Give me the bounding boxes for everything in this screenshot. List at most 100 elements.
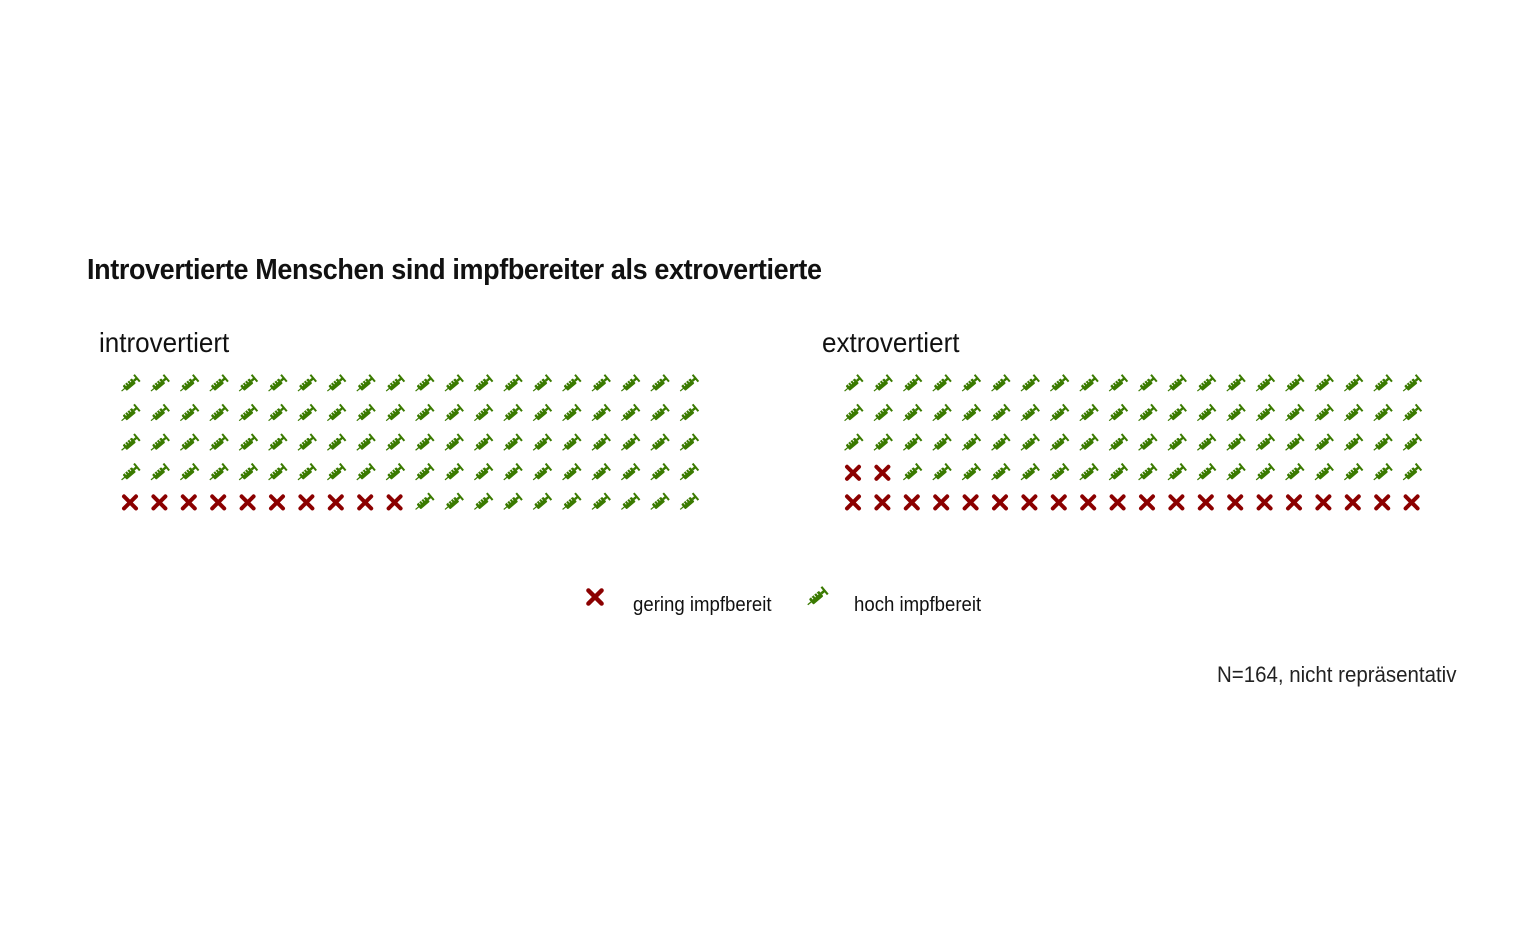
waffle-cell-hoch <box>1226 433 1246 451</box>
waffle-cell-hoch <box>1020 403 1040 422</box>
waffle-cell-hoch <box>932 462 952 481</box>
waffle-cell-hoch <box>679 433 700 451</box>
waffle-cell-hoch <box>473 492 494 510</box>
waffle-cell-hoch <box>650 374 670 392</box>
waffle-cell-gering <box>962 494 979 511</box>
waffle-cell-hoch <box>268 433 288 451</box>
waffle-cell-hoch <box>179 374 200 392</box>
waffle-cell-hoch <box>1314 462 1334 481</box>
waffle-cell-hoch <box>268 462 288 481</box>
waffle-cell-hoch <box>532 492 553 510</box>
waffle-cell-hoch <box>1079 462 1099 481</box>
waffle-cell-hoch <box>503 374 523 392</box>
waffle-cell-hoch <box>1167 462 1187 481</box>
waffle-cell-hoch <box>415 403 435 422</box>
waffle-cell-hoch <box>415 374 435 392</box>
waffle-cell-hoch <box>444 492 464 510</box>
waffle-cell-hoch <box>1138 433 1158 451</box>
waffle-cell-hoch <box>503 492 523 510</box>
waffle-cell-hoch <box>1343 374 1364 392</box>
waffle-cell-gering <box>151 494 168 511</box>
waffle-cell-hoch <box>650 492 670 510</box>
waffle-cell-hoch <box>902 462 923 481</box>
waffle-cell-gering <box>1344 494 1361 511</box>
waffle-cell-hoch <box>297 433 317 451</box>
waffle-cell-hoch <box>1285 374 1305 392</box>
waffle-cell-hoch <box>503 462 523 481</box>
waffle-cell-hoch <box>1196 433 1217 451</box>
waffle-cell-hoch <box>150 433 170 451</box>
waffle-cell-hoch <box>591 462 611 481</box>
waffle-cell-hoch <box>562 374 582 392</box>
waffle-cell-hoch <box>562 433 582 451</box>
waffle-cell-hoch <box>1049 433 1070 451</box>
waffle-cell-hoch <box>932 374 952 392</box>
waffle-cell-hoch <box>326 403 347 422</box>
waffle-cell-hoch <box>591 374 611 392</box>
waffle-cell-hoch <box>1402 433 1423 451</box>
waffle-cell-hoch <box>1402 374 1423 392</box>
waffle-cell-gering <box>1315 494 1332 511</box>
waffle-cell-hoch <box>991 374 1011 392</box>
waffle-cell-gering <box>992 494 1008 511</box>
waffle-cell-hoch <box>873 374 893 392</box>
waffle-cell-hoch <box>1402 462 1423 481</box>
waffle-cell-hoch <box>444 433 464 451</box>
waffle-cell-gering <box>1286 494 1302 511</box>
waffle-cell-gering <box>874 464 891 481</box>
waffle-cell-gering <box>1109 494 1126 511</box>
waffle-cell-hoch <box>268 403 288 422</box>
legend-syringe-icon <box>807 586 829 606</box>
waffle-cell-hoch <box>532 374 553 392</box>
waffle-cell-hoch <box>1373 462 1393 481</box>
waffle-cell-hoch <box>1020 462 1040 481</box>
waffle-cell-hoch <box>444 374 464 392</box>
waffle-cell-hoch <box>1138 462 1158 481</box>
waffle-cell-hoch <box>1343 433 1364 451</box>
waffle-cell-hoch <box>268 374 288 392</box>
chart-title: Introvertierte Menschen sind impfbereite… <box>87 254 822 286</box>
waffle-cell-gering <box>1021 494 1038 511</box>
waffle-cell-gering <box>1403 494 1420 511</box>
panel-title-extrovertiert: extrovertiert <box>822 327 960 358</box>
waffle-cell-gering <box>1080 494 1097 511</box>
waffle-cell-hoch <box>991 433 1011 451</box>
waffle-cell-hoch <box>1373 433 1393 451</box>
waffle-cell-hoch <box>473 433 494 451</box>
waffle-cell-hoch <box>415 462 435 481</box>
waffle-cell-hoch <box>121 403 141 422</box>
waffle-cell-hoch <box>591 492 611 510</box>
waffle-cell-hoch <box>1402 403 1423 422</box>
waffle-cell-gering <box>845 464 861 481</box>
waffle-cell-hoch <box>1167 403 1187 422</box>
waffle-cell-hoch <box>902 403 923 422</box>
waffle-cell-hoch <box>473 374 494 392</box>
waffle-cell-hoch <box>591 403 611 422</box>
waffle-cell-hoch <box>150 462 170 481</box>
waffle-cell-hoch <box>1049 374 1070 392</box>
waffle-cell-hoch <box>902 374 923 392</box>
waffle-cell-hoch <box>1226 462 1246 481</box>
waffle-cell-gering <box>874 494 891 511</box>
waffle-cell-hoch <box>503 403 523 422</box>
waffle-cell-gering <box>122 494 138 511</box>
waffle-cell-hoch <box>650 403 670 422</box>
waffle-cell-hoch <box>620 433 641 451</box>
waffle-cell-hoch <box>1285 403 1305 422</box>
waffle-cell-hoch <box>1226 403 1246 422</box>
waffle-cell-gering <box>1227 494 1244 511</box>
legend-label-hoch: hoch impfbereit <box>854 594 982 616</box>
waffle-cell-hoch <box>1285 462 1305 481</box>
waffle-cell-hoch <box>650 462 670 481</box>
waffle-cell-hoch <box>844 374 864 392</box>
waffle-cell-hoch <box>415 433 435 451</box>
panel-title-introvertiert: introvertiert <box>99 327 230 358</box>
waffle-cell-hoch <box>1079 433 1099 451</box>
waffle-cell-hoch <box>473 462 494 481</box>
waffle-cell-hoch <box>961 374 982 392</box>
waffle-cell-hoch <box>961 403 982 422</box>
waffle-cell-gering <box>933 494 950 511</box>
waffle-cell-hoch <box>326 462 347 481</box>
waffle-cell-hoch <box>1314 433 1334 451</box>
waffle-cell-hoch <box>961 462 982 481</box>
